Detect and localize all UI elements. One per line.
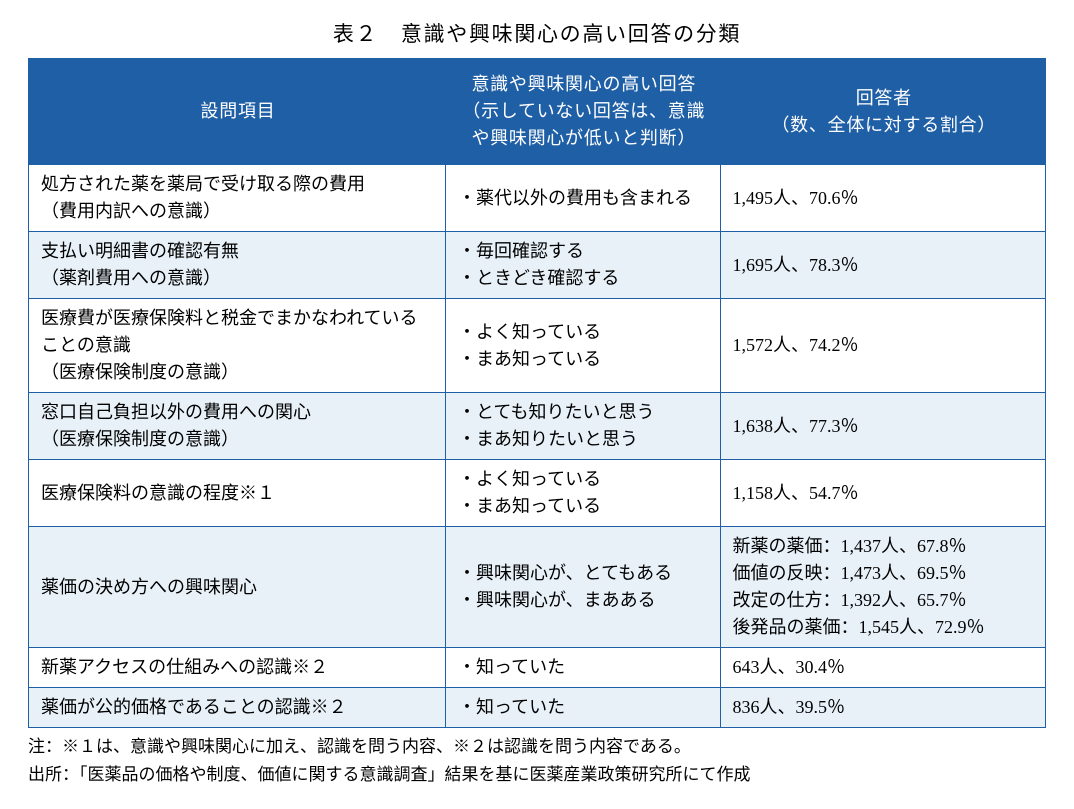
classification-table: 設問項目意識や興味関心の高い回答（示していない回答は、意識や興味関心が低いと判断… (28, 58, 1046, 728)
table-row: 医療保険料の意識の程度※１・よく知っている・まあ知っている1,158人、54.7… (29, 460, 1046, 527)
cell-c2: ・興味関心が、とてもある・興味関心が、まあある (445, 527, 720, 648)
cell-c3: 1,158人、54.7％ (720, 460, 1045, 527)
table-row: 支払い明細書の確認有無（薬剤費用への意識）・毎回確認する・ときどき確認する1,6… (29, 232, 1046, 299)
cell-c1: 新薬アクセスの仕組みへの認識※２ (29, 648, 446, 688)
table-notes: 注：※１は、意識や興味関心に加え、認識を問う内容、※２は認識を問う内容である。出… (28, 734, 1046, 787)
cell-c3: 1,495人、70.6％ (720, 165, 1045, 232)
cell-c2: ・よく知っている・まあ知っている (445, 460, 720, 527)
table-row: 医療費が医療保険料と税金でまかなわれていることの意識（医療保険制度の意識）・よく… (29, 299, 1046, 393)
table-row: 新薬アクセスの仕組みへの認識※２・知っていた643人、30.4％ (29, 648, 1046, 688)
cell-c3: 643人、30.4％ (720, 648, 1045, 688)
table-row: 処方された薬を薬局で受け取る際の費用（費用内訳への意識）・薬代以外の費用も含まれ… (29, 165, 1046, 232)
cell-c3: 1,572人、74.2％ (720, 299, 1045, 393)
cell-c1: 医療費が医療保険料と税金でまかなわれていることの意識（医療保険制度の意識） (29, 299, 446, 393)
column-header-0: 設問項目 (29, 59, 446, 165)
column-header-1: 意識や興味関心の高い回答（示していない回答は、意識や興味関心が低いと判断） (445, 59, 720, 165)
column-header-2: 回答者（数、全体に対する割合） (720, 59, 1045, 165)
table-row: 薬価が公的価格であることの認識※２・知っていた836人、39.5％ (29, 688, 1046, 728)
cell-c2: ・知っていた (445, 648, 720, 688)
cell-c2: ・毎回確認する・ときどき確認する (445, 232, 720, 299)
cell-c3: 836人、39.5％ (720, 688, 1045, 728)
cell-c1: 薬価が公的価格であることの認識※２ (29, 688, 446, 728)
cell-c2: ・薬代以外の費用も含まれる (445, 165, 720, 232)
cell-c3: 1,695人、78.3％ (720, 232, 1045, 299)
table-row: 窓口自己負担以外の費用への関心（医療保険制度の意識）・とても知りたいと思う・まあ… (29, 393, 1046, 460)
cell-c2: ・知っていた (445, 688, 720, 728)
cell-c1: 処方された薬を薬局で受け取る際の費用（費用内訳への意識） (29, 165, 446, 232)
cell-c3: 1,638人、77.3％ (720, 393, 1045, 460)
note-line-1: 出所：「医薬品の価格や制度、価値に関する意識調査」結果を基に医薬産業政策研究所に… (28, 762, 1046, 788)
table-row: 薬価の決め方への興味関心・興味関心が、とてもある・興味関心が、まあある新薬の薬価… (29, 527, 1046, 648)
cell-c2: ・とても知りたいと思う・まあ知りたいと思う (445, 393, 720, 460)
table-caption: 表２ 意識や興味関心の高い回答の分類 (28, 18, 1046, 48)
note-line-0: 注：※１は、意識や興味関心に加え、認識を問う内容、※２は認識を問う内容である。 (28, 734, 1046, 760)
cell-c2: ・よく知っている・まあ知っている (445, 299, 720, 393)
cell-c1: 窓口自己負担以外の費用への関心（医療保険制度の意識） (29, 393, 446, 460)
cell-c1: 薬価の決め方への興味関心 (29, 527, 446, 648)
cell-c1: 医療保険料の意識の程度※１ (29, 460, 446, 527)
cell-c1: 支払い明細書の確認有無（薬剤費用への意識） (29, 232, 446, 299)
cell-c3: 新薬の薬価：1,437人、67.8％価値の反映：1,473人、69.5％改定の仕… (720, 527, 1045, 648)
